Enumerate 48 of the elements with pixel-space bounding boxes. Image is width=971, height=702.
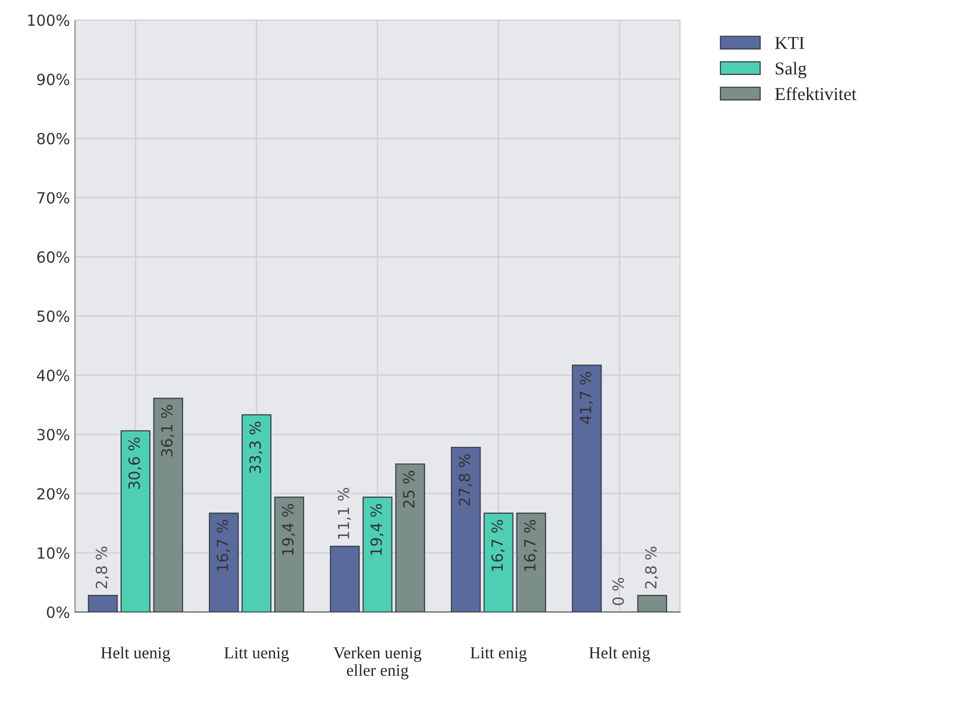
y-tick-label: 30% [37,428,70,440]
legend-label: Effektivitet [775,87,856,100]
data-label: 41,7 % [580,372,593,424]
data-label: 16,7 % [524,520,538,571]
bar [395,463,426,612]
data-label: 30,6 % [128,438,142,489]
y-tick-label: 0% [46,606,70,618]
data-label: 27,8 % [458,454,472,506]
bar [484,512,514,612]
data-label: 2,8 % [645,546,658,588]
y-tick-label: 70% [37,192,70,204]
bar [208,512,239,612]
data-label: 2,8 % [96,546,109,588]
y-tick-label: 90% [37,74,70,86]
bar [88,594,118,612]
x-tick-label: Helt enig [589,646,650,662]
y-tick-label: 20% [37,488,70,500]
y-tick-label: 100% [28,14,70,26]
bar [362,496,392,612]
data-label: 11,1 % [338,488,351,539]
y-tick-label: 40% [36,370,70,382]
data-label: 19,4 % [282,504,296,555]
bar [274,496,304,612]
data-label: 25 % [403,470,415,508]
bar [516,512,546,612]
bar [637,594,668,612]
legend-label: KTI [775,37,804,49]
bar [450,446,481,612]
y-tick-label: 10% [38,547,70,559]
y-tick-label: 50% [37,310,70,322]
bar [120,430,150,612]
x-tick-label: Litt uenig [224,647,289,662]
data-label: 19,4 % [370,504,384,555]
data-label: 16,7 % [216,520,230,571]
bar [242,414,272,612]
data-label: 33,3 % [249,422,262,474]
bar [572,364,602,612]
x-tick-label: Litt enig [470,647,527,662]
data-label: 36,1 % [161,405,174,456]
bar [330,546,360,612]
y-tick-label: 80% [37,132,70,144]
x-tick-label: Helt uenig [101,646,170,662]
data-label: 0 % [612,578,624,606]
data-label: 16,7 % [491,520,504,571]
x-tick-label: Verken uenig eller enig [333,646,422,680]
y-tick-label: 60% [37,251,70,263]
legend-label: Salg [776,62,806,78]
bar [153,398,184,612]
